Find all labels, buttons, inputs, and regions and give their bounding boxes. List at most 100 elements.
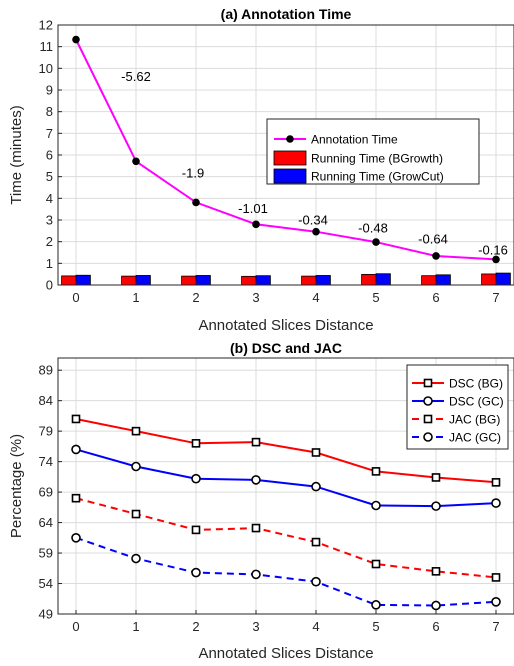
legend-swatch-bar <box>273 168 307 184</box>
bar-bgrowth <box>361 273 377 286</box>
y-tick-label: 9 <box>46 83 53 98</box>
panel-annotation-time: (a) Annotation Time -5.62 -1.9 -1.01 -0.34 -… <box>8 6 514 334</box>
y-tick-label: 12 <box>39 18 53 33</box>
y-tick-label: 54 <box>39 576 53 591</box>
point-annotation-time <box>192 198 200 207</box>
bar-bgrowth <box>421 275 437 286</box>
data-label-delta: -0.34 <box>298 212 328 227</box>
y-tick-label: 11 <box>40 39 54 54</box>
point-series-1 <box>191 473 201 484</box>
bar-bgrowth <box>481 273 497 286</box>
legend-marker <box>423 378 433 388</box>
y-tick-label: 4 <box>46 191 53 206</box>
series-line-2 <box>75 497 497 579</box>
point-series-0 <box>371 467 381 476</box>
y-tick-label: 1 <box>46 256 53 271</box>
point-series-0 <box>491 478 501 487</box>
bar-bgrowth <box>121 275 137 286</box>
bar-growcut <box>75 274 91 286</box>
point-series-3 <box>371 600 381 610</box>
x-axis-title-a: Annotated Slices Distance <box>198 317 373 334</box>
x-tick-label: 0 <box>72 290 79 305</box>
x-tick-label: 1 <box>132 290 139 305</box>
point-series-3 <box>491 597 501 607</box>
point-series-2 <box>191 525 201 535</box>
point-annotation-time <box>72 35 80 44</box>
data-label-delta: -1.9 <box>182 165 204 180</box>
y-tick-label: 79 <box>39 424 53 439</box>
panel-dsc-jac: (b) DSC and JAC 0 1 2 3 4 5 6 7 49 54 59 64 69 74 79 84… <box>8 340 514 662</box>
y-tick-label: 64 <box>39 515 53 530</box>
legend-swatch-bar <box>273 150 307 166</box>
point-series-0 <box>431 473 441 482</box>
y-tick-label: 74 <box>39 454 53 469</box>
point-series-3 <box>71 533 81 543</box>
bar-bgrowth <box>301 275 317 286</box>
data-label-delta: -0.16 <box>478 242 508 257</box>
bar-growcut <box>135 275 151 286</box>
lines-b <box>71 414 501 611</box>
legend-marker <box>423 432 433 442</box>
x-tick-label: 5 <box>372 619 379 634</box>
data-label-delta: -1.01 <box>238 201 268 216</box>
y-tick-label: 89 <box>39 363 53 378</box>
ticks-b: 0 1 2 3 4 5 6 7 49 54 59 64 69 74 79 84 89 <box>39 363 500 634</box>
bar-growcut <box>495 272 511 286</box>
point-series-2 <box>491 573 501 582</box>
y-axis-title-a: Time (minutes) <box>8 105 25 204</box>
x-tick-label: 5 <box>372 290 379 305</box>
legend-marker <box>423 396 433 406</box>
y-tick-label: 6 <box>46 148 53 163</box>
point-series-0 <box>191 439 201 448</box>
data-label-delta: -5.62 <box>121 69 151 84</box>
x-tick-label: 0 <box>72 619 79 634</box>
series-line-0 <box>75 418 497 484</box>
legend-marker <box>286 135 294 143</box>
y-tick-label: 0 <box>46 278 53 293</box>
x-tick-label: 4 <box>312 619 319 634</box>
x-tick-label: 7 <box>492 619 499 634</box>
bar-bgrowth <box>181 275 197 286</box>
y-axis-title-b: Percentage (%) <box>8 434 25 538</box>
point-series-1 <box>371 500 381 511</box>
point-series-2 <box>371 559 381 569</box>
point-series-0 <box>311 448 321 457</box>
plot-border-b <box>57 357 514 615</box>
y-tick-label: 49 <box>39 607 53 622</box>
bar-bgrowth <box>61 275 77 286</box>
point-annotation-time <box>132 157 140 166</box>
point-series-1 <box>251 475 261 485</box>
y-tick-label: 2 <box>46 234 53 249</box>
series-line-1 <box>75 448 497 508</box>
point-series-3 <box>191 567 201 578</box>
point-annotation-time <box>372 238 380 246</box>
series-line-annotation-time <box>75 39 497 261</box>
point-series-2 <box>71 493 81 503</box>
bar-growcut <box>195 275 211 286</box>
annotations-a: -5.62 -1.9 -1.01 -0.34 -0.48 -0.64 -0.16 <box>121 69 508 257</box>
point-annotation-time <box>312 227 320 236</box>
chart-title-b: (b) DSC and JAC <box>230 340 342 356</box>
point-series-3 <box>251 569 261 580</box>
x-axis-title-b: Annotated Slices Distance <box>198 645 373 662</box>
point-series-2 <box>311 537 321 547</box>
y-tick-label: 84 <box>39 393 53 408</box>
y-tick-label: 59 <box>39 546 53 561</box>
chart-title-a: (a) Annotation Time <box>221 6 352 22</box>
y-tick-label: 10 <box>39 61 53 76</box>
point-annotation-time <box>432 252 440 260</box>
legend-label: JAC (GC) <box>449 431 501 445</box>
bar-growcut <box>255 275 271 286</box>
point-series-1 <box>71 444 81 455</box>
point-annotation-time <box>252 220 260 229</box>
point-series-0 <box>71 414 81 424</box>
point-series-1 <box>311 481 321 492</box>
legend-label: JAC (BG) <box>449 413 500 427</box>
point-series-3 <box>131 553 141 564</box>
x-tick-label: 3 <box>252 290 259 305</box>
legend-label: Annotation Time <box>311 133 398 147</box>
legend-label: Running Time (GrowCut) <box>311 170 444 184</box>
x-tick-label: 4 <box>312 290 319 305</box>
